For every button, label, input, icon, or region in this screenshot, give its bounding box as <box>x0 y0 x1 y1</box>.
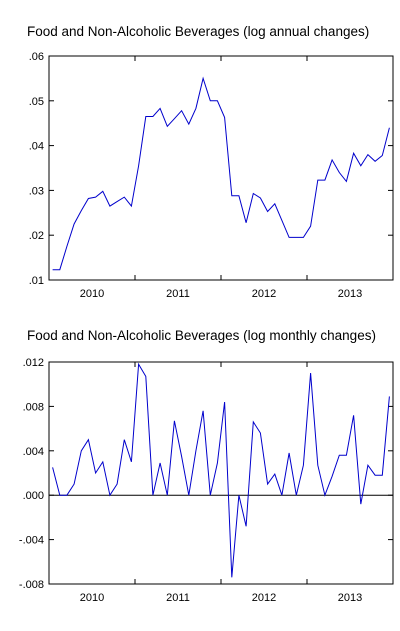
y-tick-label: .03 <box>29 185 44 197</box>
y-tick-label: .000 <box>23 490 44 502</box>
x-tick-label: 2013 <box>338 288 362 300</box>
plot-frame <box>48 361 394 585</box>
y-tick-label: .06 <box>29 51 44 63</box>
monthly-changes-chart: -.008 -.004 .000 .004 .008 .012 2010 2011 2012 20… <box>19 357 394 604</box>
y-tick-label: .012 <box>23 357 44 369</box>
plot-frame <box>48 55 394 281</box>
x-tick-label: 2012 <box>252 592 276 604</box>
y-tick-label: .04 <box>29 141 44 153</box>
y-tick-label: .05 <box>29 96 44 108</box>
x-tick-label: 2011 <box>166 288 190 300</box>
y-tick-label: -.004 <box>19 535 44 547</box>
x-tick-label: 2010 <box>80 288 104 300</box>
x-tick-label: 2012 <box>252 288 276 300</box>
annual-changes-chart: .01 .02 .03 .04 .05 .06 2010 2011 2012 2013 <box>29 51 394 300</box>
y-tick-label: .01 <box>29 275 44 287</box>
y-tick-label: -.008 <box>19 579 44 591</box>
chart-title-monthly: Food and Non-Alcoholic Beverages (log mo… <box>27 328 376 343</box>
y-tick-label: .004 <box>23 446 44 458</box>
x-tick-label: 2013 <box>338 592 362 604</box>
series-line <box>52 362 390 578</box>
x-tick-label: 2010 <box>80 592 104 604</box>
y-tick-label: .02 <box>29 230 44 242</box>
chart-title-annual: Food and Non-Alcoholic Beverages (log an… <box>27 24 370 39</box>
series-line <box>52 76 390 271</box>
y-tick-label: .008 <box>23 401 44 413</box>
x-tick-label: 2011 <box>166 592 190 604</box>
